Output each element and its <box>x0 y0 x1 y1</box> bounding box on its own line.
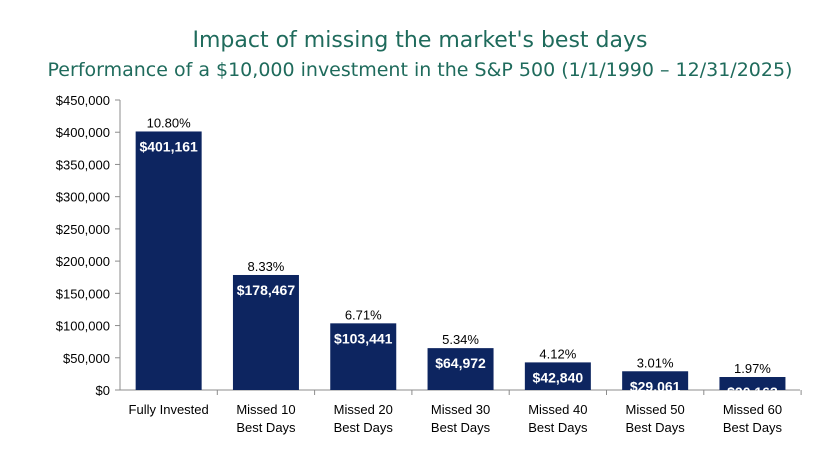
y-tick-label: $50,000 <box>63 351 110 366</box>
chart-subtitle: Performance of a $10,000 investment in t… <box>47 59 793 81</box>
rate-label: 3.01% <box>637 355 674 370</box>
y-tick-label: $150,000 <box>56 286 110 301</box>
bar <box>232 274 299 390</box>
y-tick-label: $450,000 <box>56 93 110 108</box>
rate-label: 4.12% <box>539 346 576 361</box>
y-tick-label: $300,000 <box>56 190 110 205</box>
y-tick-label: $400,000 <box>56 125 110 140</box>
chart-title: Impact of missing the market's best days <box>192 28 648 53</box>
category-label: Missed 40 <box>528 402 587 417</box>
bar <box>719 377 786 390</box>
value-label: $401,161 <box>139 138 198 154</box>
category-label: Missed 60 <box>723 402 782 417</box>
y-tick-label: $350,000 <box>56 157 110 172</box>
value-label: $42,840 <box>533 369 584 385</box>
y-tick-label: $100,000 <box>56 319 110 334</box>
bar <box>330 323 397 390</box>
category-label: Fully Invested <box>129 402 209 417</box>
value-label: $20,163 <box>727 384 778 400</box>
category-label: Best Days <box>626 420 686 435</box>
rate-label: 5.34% <box>442 332 479 347</box>
category-label: Best Days <box>334 420 394 435</box>
category-label: Best Days <box>236 420 296 435</box>
category-label: Best Days <box>528 420 588 435</box>
value-label: $29,061 <box>630 378 681 394</box>
rate-label: 1.97% <box>734 361 771 376</box>
rate-label: 6.71% <box>345 307 382 322</box>
category-label: Missed 20 <box>334 402 393 417</box>
bar <box>524 362 591 390</box>
category-label: Missed 30 <box>431 402 490 417</box>
y-tick-label: $200,000 <box>56 254 110 269</box>
value-label: $178,467 <box>237 282 296 298</box>
category-label: Best Days <box>431 420 491 435</box>
category-label: Missed 50 <box>626 402 685 417</box>
bar <box>135 131 202 390</box>
category-label: Best Days <box>723 420 783 435</box>
value-label: $103,441 <box>334 330 393 346</box>
y-tick-label: $250,000 <box>56 222 110 237</box>
bar <box>622 371 689 390</box>
bar <box>427 348 494 390</box>
value-label: $64,972 <box>435 355 486 371</box>
y-tick-label: $0 <box>96 383 110 398</box>
rate-label: 10.80% <box>147 115 192 130</box>
rate-label: 8.33% <box>248 259 285 274</box>
category-label: Missed 10 <box>236 402 295 417</box>
